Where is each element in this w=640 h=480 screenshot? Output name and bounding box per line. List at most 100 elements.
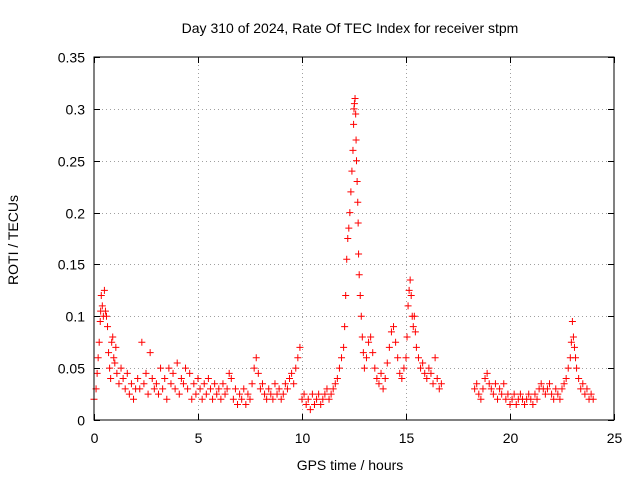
data-point-0-82 xyxy=(238,395,246,403)
data-point-0-98 xyxy=(271,380,279,388)
data-point-0-206 xyxy=(483,369,491,377)
data-point-0-132 xyxy=(341,323,349,331)
data-point-0-124 xyxy=(325,395,333,403)
data-point-0-204 xyxy=(479,385,487,393)
data-point-0-70 xyxy=(213,390,221,398)
data-point-0-93 xyxy=(261,390,269,398)
data-point-0-195 xyxy=(429,380,437,388)
data-point-0-125 xyxy=(327,390,335,398)
x-axis-ticks: 0 5 10 15 20 25 xyxy=(91,57,623,446)
data-point-0-129 xyxy=(335,364,343,372)
y-tick-label-0: 0 xyxy=(77,413,85,429)
data-point-0-167 xyxy=(381,375,389,383)
data-point-0-47 xyxy=(165,364,173,372)
data-point-0-44 xyxy=(159,385,167,393)
plot-frame xyxy=(93,56,615,421)
data-point-0-71 xyxy=(215,385,223,393)
data-point-0-243 xyxy=(560,380,568,388)
data-point-0-35 xyxy=(140,380,148,388)
data-point-0-65 xyxy=(202,390,210,398)
data-point-0-199 xyxy=(437,380,445,388)
data-point-0-197 xyxy=(433,375,441,383)
data-point-0-133 xyxy=(342,292,350,300)
data-point-0-40 xyxy=(150,385,158,393)
data-point-0-157 xyxy=(360,364,368,372)
data-point-0-159 xyxy=(365,338,373,346)
data-point-0-164 xyxy=(375,380,383,388)
data-point-0-172 xyxy=(392,338,400,346)
data-point-0-131 xyxy=(340,343,348,351)
data-point-0-242 xyxy=(558,385,566,393)
data-point-0-72 xyxy=(217,395,225,403)
data-point-0-11 xyxy=(101,307,109,315)
data-point-0-213 xyxy=(498,390,506,398)
data-point-0-3 xyxy=(94,354,102,362)
data-point-0-22 xyxy=(113,369,121,377)
data-point-0-66 xyxy=(204,375,212,383)
x-tick-label-5: 25 xyxy=(607,430,623,446)
data-point-0-212 xyxy=(496,385,504,393)
data-point-0-52 xyxy=(175,390,183,398)
data-point-0-146 xyxy=(352,136,360,144)
data-point-0-239 xyxy=(552,385,560,393)
data-point-0-104 xyxy=(283,385,291,393)
data-point-0-152 xyxy=(355,271,363,279)
data-point-0-200 xyxy=(471,385,479,393)
data-point-0-250 xyxy=(570,343,578,351)
data-point-0-107 xyxy=(290,380,298,388)
data-point-0-39 xyxy=(148,375,156,383)
data-point-0-4 xyxy=(95,338,103,346)
data-point-0-55 xyxy=(182,364,190,372)
data-point-0-19 xyxy=(110,354,118,362)
data-point-0-176 xyxy=(400,364,408,372)
data-point-0-20 xyxy=(111,359,119,367)
data-point-0-84 xyxy=(242,400,250,408)
x-tick-label-4: 20 xyxy=(503,430,519,446)
data-point-0-158 xyxy=(362,354,370,362)
y-tick-label-1: 0.05 xyxy=(58,361,85,377)
data-point-0-254 xyxy=(577,385,585,393)
data-point-0-210 xyxy=(491,380,499,388)
data-point-0-208 xyxy=(487,385,495,393)
data-point-0-177 xyxy=(402,354,410,362)
data-point-0-144 xyxy=(351,94,359,102)
data-point-0-13 xyxy=(104,323,112,331)
data-point-0-7 xyxy=(97,292,105,300)
y-axis-ticks: 0 0.05 0.1 0.15 0.2 0.25 0.3 0.35 xyxy=(58,50,614,429)
data-point-0-75 xyxy=(223,385,231,393)
y-tick-label-2: 0.1 xyxy=(66,309,86,325)
data-point-0-244 xyxy=(562,375,570,383)
data-point-0-14 xyxy=(105,349,113,357)
data-point-0-191 xyxy=(421,369,429,377)
data-point-0-64 xyxy=(200,380,208,388)
data-point-0-257 xyxy=(583,385,591,393)
data-point-0-139 xyxy=(348,167,356,175)
data-point-0-54 xyxy=(179,380,187,388)
chart-title: Day 310 of 2024, Rate Of TEC Index for r… xyxy=(182,20,519,36)
y-axis-label: ROTI / TECUs xyxy=(5,195,21,285)
data-point-0-81 xyxy=(236,390,244,398)
data-point-0-170 xyxy=(387,328,395,336)
data-point-0-53 xyxy=(177,375,185,383)
data-point-0-253 xyxy=(575,375,583,383)
data-point-0-155 xyxy=(358,333,366,341)
data-point-0-216 xyxy=(504,390,512,398)
data-point-0-230 xyxy=(533,395,541,403)
data-point-0-37 xyxy=(144,390,152,398)
data-point-0-247 xyxy=(567,338,575,346)
data-point-0-234 xyxy=(541,390,549,398)
data-point-0-63 xyxy=(198,395,206,403)
data-point-0-217 xyxy=(506,400,514,408)
data-point-0-198 xyxy=(435,385,443,393)
data-point-0-256 xyxy=(581,390,589,398)
data-point-0-178 xyxy=(403,333,411,341)
data-point-0-56 xyxy=(184,385,192,393)
data-point-0-109 xyxy=(294,354,302,362)
data-point-0-112 xyxy=(300,390,308,398)
data-point-0-220 xyxy=(512,400,520,408)
y-tick-label-7: 0.35 xyxy=(58,50,85,66)
data-point-0-236 xyxy=(546,380,554,388)
data-point-0-50 xyxy=(171,385,179,393)
data-point-0-106 xyxy=(288,369,296,377)
data-point-0-99 xyxy=(273,390,281,398)
